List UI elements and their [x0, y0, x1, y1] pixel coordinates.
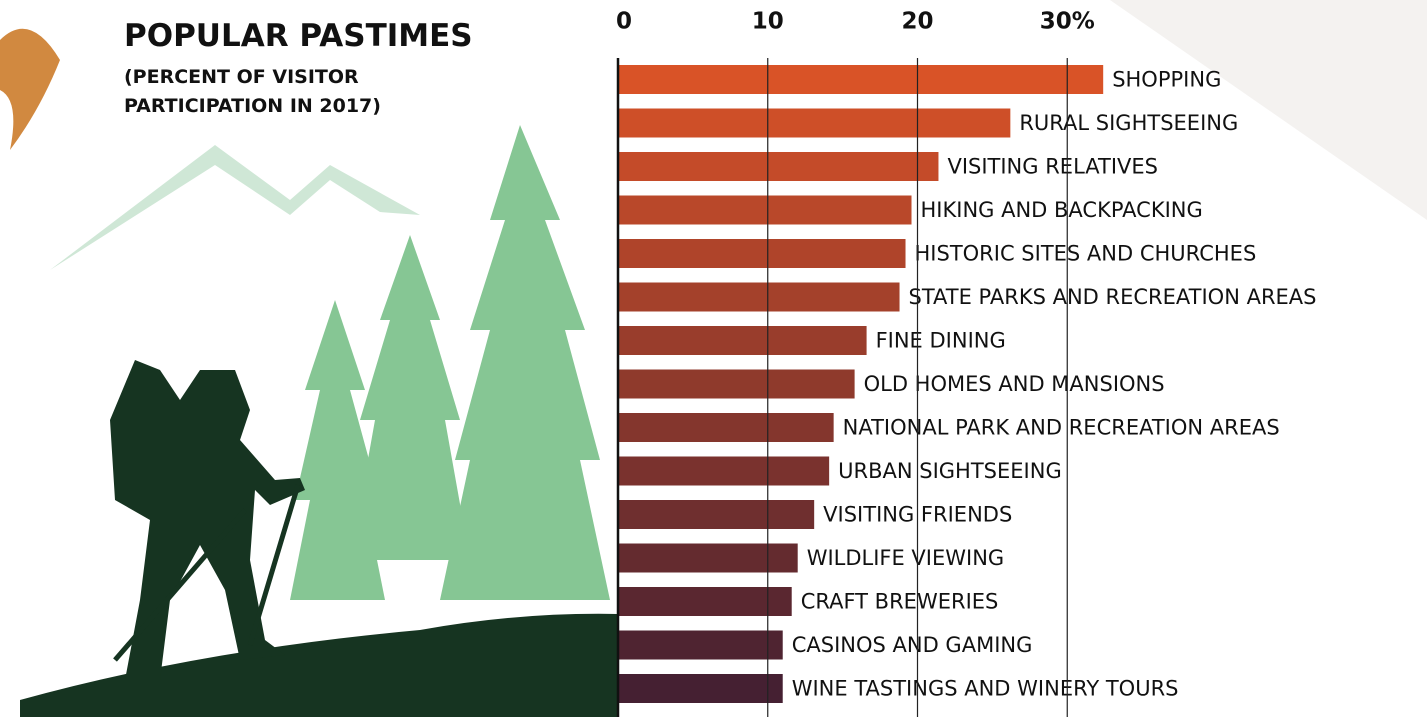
tree — [350, 235, 470, 560]
bar — [618, 326, 867, 355]
category-label: RURAL SIGHTSEEING — [1019, 111, 1238, 135]
bar — [618, 674, 783, 703]
x-tick-label: 20 — [901, 9, 933, 35]
category-label: HIKING AND BACKPACKING — [921, 198, 1203, 222]
mountain — [50, 145, 420, 270]
bar — [618, 152, 939, 181]
tree — [290, 300, 385, 600]
category-label: OLD HOMES AND MANSIONS — [864, 372, 1165, 396]
category-label: CRAFT BREWERIES — [801, 590, 999, 614]
category-label: HISTORIC SITES AND CHURCHES — [915, 242, 1257, 266]
bar — [618, 369, 855, 399]
chart-subtitle: (PERCENT OF VISITOR PARTICIPATION IN 201… — [124, 66, 381, 117]
bar — [618, 195, 912, 225]
category-label: SHOPPING — [1112, 68, 1221, 92]
tree — [440, 125, 610, 600]
hill — [20, 613, 618, 717]
chart-title: POPULAR PASTIMES — [124, 18, 473, 54]
bar — [618, 630, 783, 660]
category-label: URBAN SIGHTSEEING — [838, 459, 1062, 483]
category-label: VISITING RELATIVES — [947, 155, 1158, 179]
bar — [618, 239, 906, 268]
category-label: NATIONAL PARK AND RECREATION AREAS — [843, 416, 1280, 440]
hiker — [110, 360, 305, 680]
category-label: FINE DINING — [876, 329, 1006, 353]
bar — [618, 543, 798, 573]
bar — [618, 500, 815, 529]
bar — [618, 65, 1104, 94]
category-label: STATE PARKS AND RECREATION AREAS — [909, 285, 1317, 309]
pole — [247, 484, 301, 646]
category-label: CASINOS AND GAMING — [792, 633, 1033, 657]
leaf — [0, 28, 60, 150]
x-tick-label: 10 — [752, 9, 784, 35]
category-label: WILDLIFE VIEWING — [807, 546, 1005, 570]
bar — [618, 456, 830, 486]
pole — [113, 508, 247, 662]
bar — [618, 282, 900, 312]
bar — [618, 587, 792, 616]
bar — [618, 413, 834, 442]
x-tick-label: 30% — [1040, 9, 1095, 35]
bar — [618, 108, 1011, 138]
shade — [1110, 0, 1427, 220]
category-label: WINE TASTINGS AND WINERY TOURS — [792, 677, 1179, 701]
x-tick-label: 0 — [616, 9, 632, 35]
